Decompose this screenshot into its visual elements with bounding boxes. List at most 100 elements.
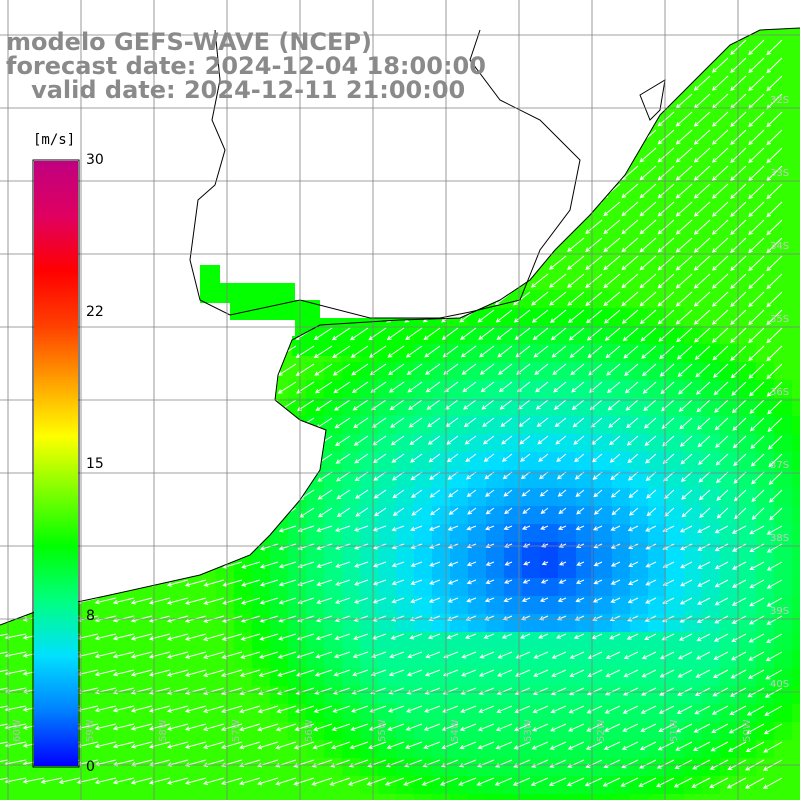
wind-cell [540, 290, 559, 309]
wind-cell [162, 326, 181, 345]
wind-cell [396, 650, 415, 669]
wind-cell [324, 632, 343, 651]
wind-cell [144, 380, 163, 399]
wind-arrow [374, 507, 387, 517]
wind-cell [198, 506, 217, 525]
lat-label: 38S [770, 533, 790, 544]
wind-cell [234, 362, 253, 381]
wind-arrow [184, 525, 207, 533]
wind-cell [792, 236, 800, 255]
wind-cell [90, 200, 109, 219]
wind-cell [630, 128, 649, 147]
wind-arrow [644, 633, 657, 640]
wind-cell [270, 398, 289, 417]
wind-arrow [335, 597, 351, 604]
wind-arrow [766, 57, 783, 74]
wind-arrow [298, 471, 315, 482]
wind-arrow [169, 183, 189, 195]
wind-cell [792, 560, 800, 579]
wind-cell [180, 650, 199, 669]
wind-cell [540, 632, 559, 651]
wind-cell [486, 182, 505, 201]
wind-cell [162, 578, 181, 597]
wind-arrow [148, 669, 171, 677]
wind-cell [504, 542, 523, 561]
wind-arrow [553, 381, 567, 393]
wind-cell [270, 668, 289, 687]
wind-arrow [466, 561, 477, 567]
wind-arrow [224, 507, 243, 519]
wind-cell [162, 182, 181, 201]
wind-arrow [730, 345, 747, 361]
wind-cell [270, 146, 289, 165]
wind-arrow [656, 759, 675, 769]
wind-arrow [440, 201, 459, 215]
wind-cell [612, 758, 631, 777]
wind-cell [288, 686, 307, 705]
wind-cell [684, 542, 703, 561]
wind-arrow [426, 399, 441, 410]
wind-cell [666, 326, 685, 345]
wind-arrow [387, 723, 405, 731]
wind-arrow [674, 759, 693, 770]
wind-cell [414, 146, 433, 165]
wind-arrow [166, 525, 189, 533]
wind-cell [162, 110, 181, 129]
wind-cell [792, 398, 800, 417]
wind-cell [738, 164, 757, 183]
wind-cell [648, 794, 667, 800]
wind-arrow [221, 633, 243, 641]
wind-arrow [693, 291, 711, 307]
wind-arrow [220, 777, 243, 786]
wind-cell [792, 794, 800, 800]
wind-arrow [331, 273, 351, 287]
wind-cell [684, 596, 703, 615]
wind-arrow [260, 417, 279, 430]
wind-arrow [78, 471, 99, 483]
wind-cell [252, 380, 271, 399]
wind-cell [648, 290, 667, 309]
wind-cell [522, 722, 541, 741]
wind-cell [252, 254, 271, 273]
wind-cell [324, 686, 343, 705]
wind-cell [144, 524, 163, 543]
wind-cell [0, 344, 19, 363]
wind-arrow [766, 543, 783, 553]
wind-cell [792, 452, 800, 471]
wind-cell [738, 524, 757, 543]
wind-arrow [390, 417, 405, 428]
wind-arrow [569, 345, 585, 358]
wind-cell [504, 254, 523, 273]
wind-cell [774, 542, 793, 561]
estuary-cell [200, 265, 220, 285]
wind-arrow [766, 39, 783, 56]
wind-arrow [567, 255, 585, 270]
wind-arrow [240, 651, 261, 659]
wind-cell [666, 524, 685, 543]
wind-cell [414, 578, 433, 597]
wind-arrow [148, 741, 171, 749]
wind-arrow [114, 201, 135, 213]
wind-arrow [277, 363, 297, 376]
wind-arrow [675, 291, 693, 307]
wind-cell [504, 74, 523, 93]
wind-arrow [764, 687, 783, 698]
wind-arrow [335, 453, 351, 464]
wind-cell [270, 254, 289, 273]
wind-arrow [766, 561, 783, 571]
wind-cell [252, 236, 271, 255]
wind-cell [324, 722, 343, 741]
wind-arrow [317, 507, 333, 518]
wind-cell [684, 182, 703, 201]
wind-cell [558, 614, 577, 633]
wind-arrow [675, 255, 693, 271]
wind-arrow [407, 651, 423, 659]
wind-arrow [130, 669, 153, 677]
wind-arrow [512, 219, 531, 234]
wind-cell [18, 326, 37, 345]
wind-arrow [277, 255, 297, 268]
wind-arrow [313, 129, 333, 142]
wind-arrow [241, 435, 261, 448]
wind-cell [270, 326, 289, 345]
wind-arrow [530, 147, 549, 162]
